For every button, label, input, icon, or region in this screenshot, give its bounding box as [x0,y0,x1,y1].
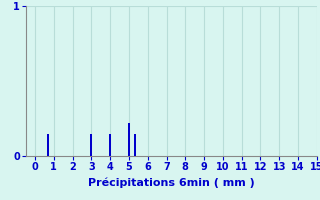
Bar [109,134,111,156]
Bar [128,123,130,156]
Bar [47,134,49,156]
X-axis label: Précipitations 6min ( mm ): Précipitations 6min ( mm ) [88,177,255,188]
Bar [134,134,135,156]
Bar [91,134,92,156]
